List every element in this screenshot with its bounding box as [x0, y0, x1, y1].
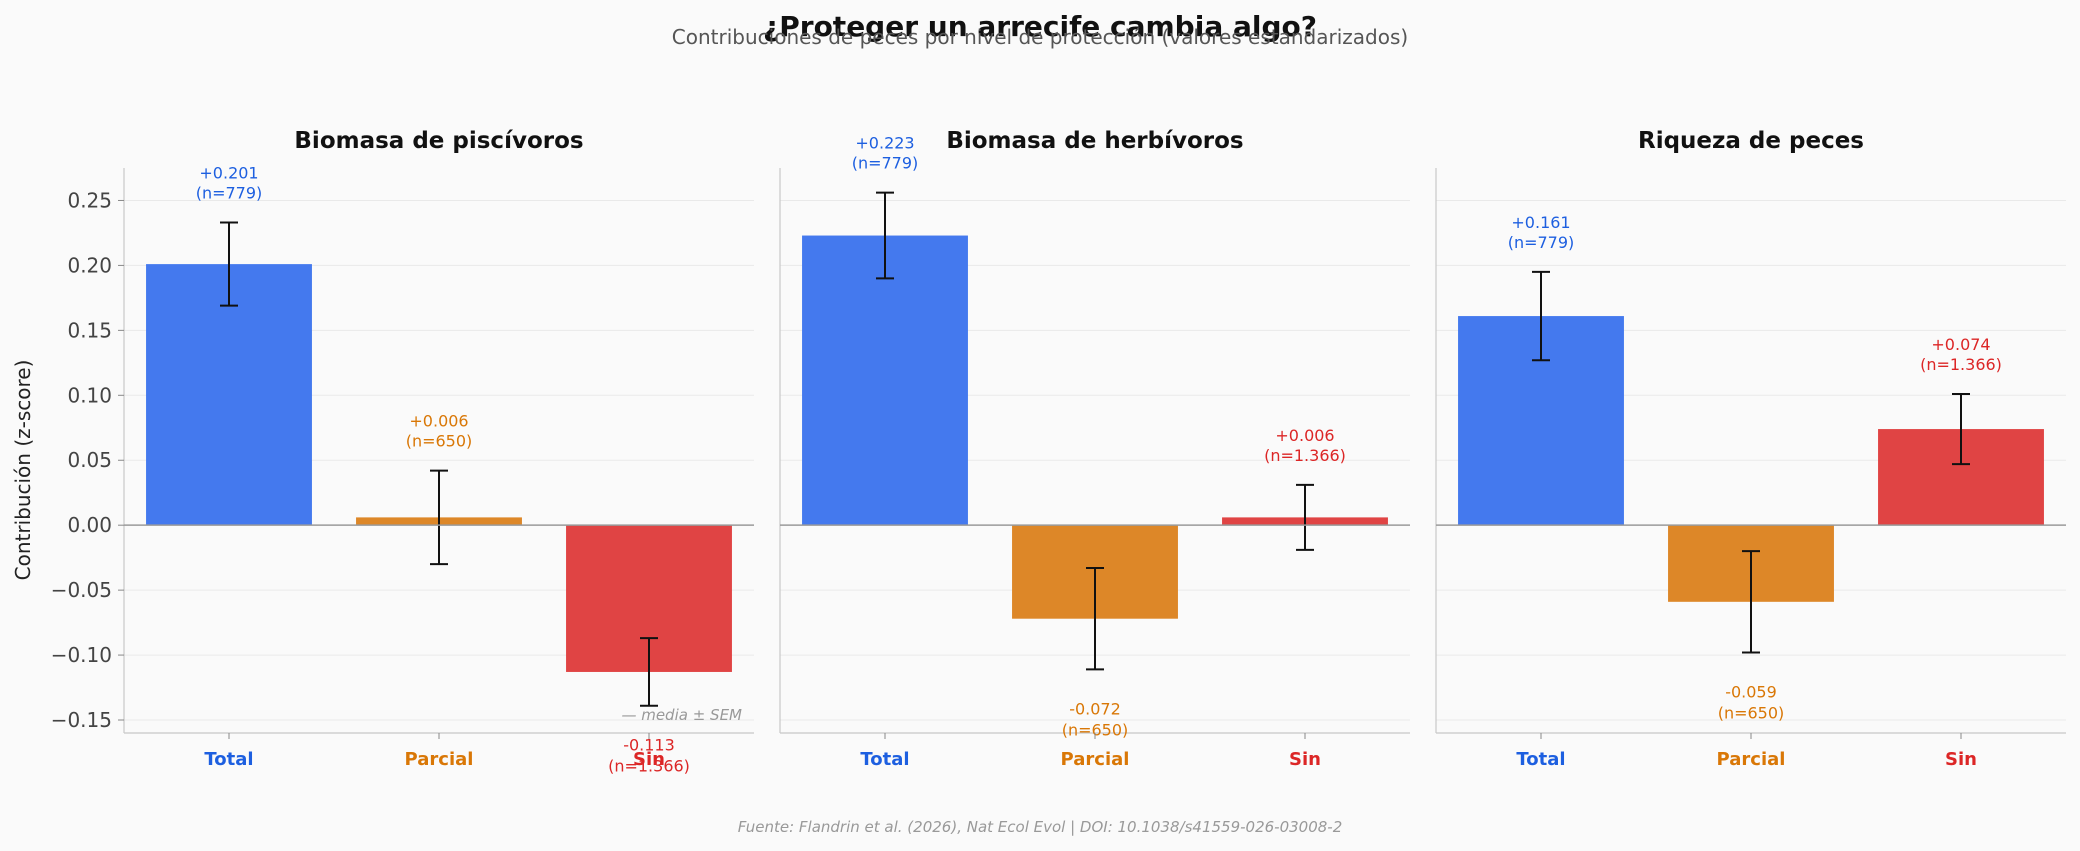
- category-label-total: Total: [860, 749, 909, 770]
- n-label: (n=650): [1062, 720, 1129, 739]
- value-label: +0.006: [409, 412, 468, 431]
- n-label: (n=779): [196, 184, 263, 203]
- n-label: (n=779): [1508, 233, 1575, 252]
- category-label-sin: Sin: [1289, 749, 1321, 770]
- y-tick-label: 0.15: [67, 318, 112, 342]
- n-label: (n=650): [406, 432, 473, 451]
- value-label: +0.161: [1511, 213, 1570, 232]
- y-axis-label: Contribución (z-score): [11, 360, 35, 581]
- source-note: Fuente: Flandrin et al. (2026), Nat Ecol…: [738, 818, 1343, 836]
- category-label-parcial: Parcial: [405, 749, 474, 770]
- y-tick-label: −0.05: [51, 578, 112, 602]
- bar-total: [146, 264, 312, 526]
- value-label: -0.113: [623, 736, 675, 755]
- n-label: (n=650): [1718, 703, 1785, 722]
- category-label-total: Total: [204, 749, 253, 770]
- y-tick-label: 0.10: [67, 383, 112, 407]
- y-tick-label: 0.05: [67, 448, 112, 472]
- y-tick-label: 0.20: [67, 253, 112, 277]
- legend-note: — media ± SEM: [621, 706, 742, 724]
- n-label: (n=779): [852, 154, 919, 173]
- panel-title: Biomasa de piscívoros: [294, 128, 583, 154]
- chart-title: ¿Proteger un arrecife cambia algo?: [763, 10, 1317, 43]
- value-label: -0.072: [1069, 699, 1121, 718]
- value-label: +0.223: [855, 134, 914, 153]
- category-label-sin: Sin: [633, 749, 665, 770]
- value-label: +0.006: [1275, 426, 1334, 445]
- value-label: +0.074: [1931, 335, 1990, 354]
- n-label: (n=1.366): [1920, 355, 2002, 374]
- n-label: (n=1.366): [608, 757, 690, 776]
- category-label-parcial: Parcial: [1061, 749, 1130, 770]
- panel-3: Riqueza de peces +0.161(n=779) Total -0.059…: [1435, 128, 2066, 770]
- panel-title: Biomasa de herbívoros: [946, 128, 1243, 154]
- bar-total: [802, 235, 968, 526]
- panel-2: Biomasa de herbívoros +0.223(n=779) Total -…: [779, 128, 1410, 770]
- category-label-sin: Sin: [1945, 749, 1977, 770]
- category-label-parcial: Parcial: [1717, 749, 1786, 770]
- panel-title: Riqueza de peces: [1638, 128, 1864, 154]
- y-tick-label: 0.25: [67, 188, 112, 212]
- y-tick-label: −0.15: [51, 708, 112, 732]
- category-label-total: Total: [1516, 749, 1565, 770]
- y-tick-label: −0.10: [51, 643, 112, 667]
- value-label: -0.059: [1725, 682, 1777, 701]
- chart-subtitle: Contribuciones de peces por nivel de pro…: [672, 25, 1408, 49]
- panels: 0.25 0.20 0.15 0.10 0.05 0.00 −0.05 −0.10 −0.15 B…: [51, 128, 2066, 776]
- n-label: (n=1.366): [1264, 446, 1346, 465]
- value-label: +0.201: [199, 164, 258, 183]
- panel-1: 0.25 0.20 0.15 0.10 0.05 0.00 −0.05 −0.10 −0.15 B…: [51, 128, 754, 776]
- y-tick-label: 0.00: [67, 513, 112, 537]
